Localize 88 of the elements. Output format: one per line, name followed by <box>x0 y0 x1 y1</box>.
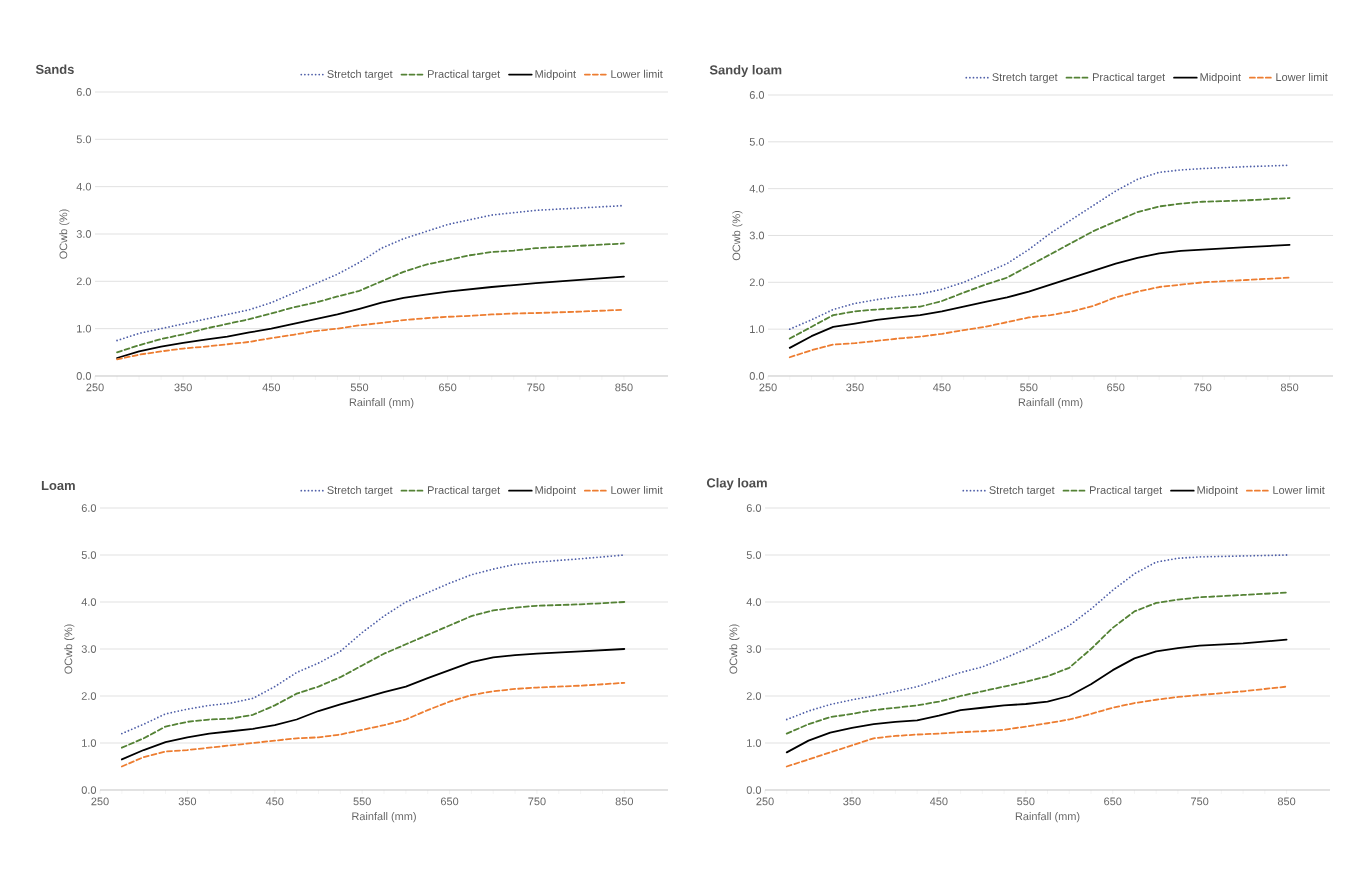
y-tick-label: 4.0 <box>749 184 765 193</box>
y-tick-label: 2.0 <box>76 277 92 286</box>
y-tick-label: 5.0 <box>81 551 97 559</box>
legend-label: Stretch target <box>327 69 393 81</box>
legend-label: Practical target <box>1093 72 1166 84</box>
y-tick-label: 1.0 <box>750 325 765 334</box>
y-axis-title: OCwb (%) <box>729 624 740 674</box>
legend-label: Lower limit <box>611 69 663 78</box>
chart-title: Loam <box>41 481 75 491</box>
legend-label: Stretch target <box>327 485 393 497</box>
y-tick-label: 0.0 <box>81 786 97 794</box>
legend-label: Practical target <box>427 485 501 497</box>
x-tick-label: 350 <box>178 797 197 806</box>
legend-label: Stretch target <box>989 485 1055 497</box>
legend-label: Midpoint <box>1200 72 1241 84</box>
x-tick-label: 750 <box>527 383 545 392</box>
x-tick-label: 650 <box>1104 797 1122 806</box>
x-tick-label: 750 <box>1194 383 1212 392</box>
x-axis-title: Rainfall (mm) <box>1018 398 1083 409</box>
chart-title: Clay loam <box>706 477 767 491</box>
y-axis-title: OCwb (%) <box>64 624 75 674</box>
x-tick-label: 350 <box>843 797 861 806</box>
x-tick-label: 250 <box>756 797 774 806</box>
legend-label: Stretch target <box>992 72 1058 84</box>
x-tick-label: 650 <box>440 797 459 806</box>
y-tick-label: 4.0 <box>76 182 92 191</box>
x-tick-label: 450 <box>929 797 948 806</box>
x-axis-title: Rainfall (mm) <box>349 398 414 409</box>
x-tick-label: 450 <box>932 383 951 392</box>
x-axis-title: Rainfall (mm) <box>352 812 416 823</box>
x-tick-label: 850 <box>615 797 634 806</box>
y-tick-label: 6.0 <box>746 504 762 512</box>
x-tick-label: 250 <box>91 797 109 806</box>
x-tick-label: 850 <box>1277 797 1296 806</box>
line-series <box>116 308 625 361</box>
line-series <box>120 554 626 735</box>
x-tick-label: 450 <box>262 383 281 392</box>
x-tick-label: 250 <box>86 383 104 392</box>
y-tick-label: 5.0 <box>746 551 762 559</box>
y-tick-label: 1.0 <box>747 739 762 747</box>
y-tick-label: 1.0 <box>82 739 97 747</box>
x-tick-label: 650 <box>1107 383 1125 392</box>
y-tick-label: 3.0 <box>749 231 765 240</box>
x-tick-label: 550 <box>353 797 371 806</box>
legend-label: Practical target <box>1090 485 1163 497</box>
legend-label: Midpoint <box>535 69 576 81</box>
y-tick-label: 2.0 <box>81 692 97 700</box>
y-tick-label: 2.0 <box>746 692 762 700</box>
x-tick-label: 550 <box>350 383 369 392</box>
y-tick-label: 5.0 <box>749 137 765 146</box>
y-tick-label: 0.0 <box>749 372 765 380</box>
y-tick-label: 3.0 <box>746 645 762 653</box>
y-tick-label: 5.0 <box>76 135 92 144</box>
legend-label: Midpoint <box>535 485 576 497</box>
y-tick-label: 2.0 <box>749 278 765 287</box>
x-tick-label: 650 <box>439 383 457 392</box>
y-tick-label: 3.0 <box>81 645 97 653</box>
y-axis-title: OCwb (%) <box>732 210 743 261</box>
legend-label: Lower limit <box>1276 72 1328 81</box>
line-series <box>785 638 1288 754</box>
line-series <box>120 648 626 761</box>
x-tick-label: 350 <box>174 383 192 392</box>
x-tick-label: 750 <box>1191 797 1209 806</box>
x-tick-label: 350 <box>846 383 864 392</box>
y-tick-label: 0.0 <box>76 372 92 380</box>
y-tick-label: 6.0 <box>76 88 92 96</box>
y-tick-label: 0.0 <box>746 786 762 794</box>
y-tick-label: 4.0 <box>81 598 97 606</box>
x-tick-label: 850 <box>615 383 633 392</box>
x-tick-label: 850 <box>1280 383 1299 392</box>
y-tick-label: 4.0 <box>746 598 762 606</box>
legend-label: Practical target <box>427 69 501 81</box>
y-tick-label: 6.0 <box>749 91 765 99</box>
x-axis-title: Rainfall (mm) <box>1015 812 1080 823</box>
y-tick-label: 3.0 <box>76 230 92 238</box>
legend-label: Lower limit <box>611 485 663 494</box>
y-tick-label: 1.0 <box>77 324 92 333</box>
y-tick-label: 6.0 <box>81 504 97 512</box>
x-tick-label: 550 <box>1020 383 1038 392</box>
x-tick-label: 450 <box>265 797 284 806</box>
legend-label: Lower limit <box>1273 485 1325 494</box>
chart-title: Sands <box>35 64 74 74</box>
legend-label: Midpoint <box>1197 485 1238 497</box>
chart-title: Sandy loam <box>709 64 782 78</box>
y-axis-title: OCwb (%) <box>59 209 70 259</box>
x-tick-label: 250 <box>759 383 777 392</box>
x-tick-label: 750 <box>528 797 546 806</box>
x-tick-label: 550 <box>1017 797 1035 806</box>
